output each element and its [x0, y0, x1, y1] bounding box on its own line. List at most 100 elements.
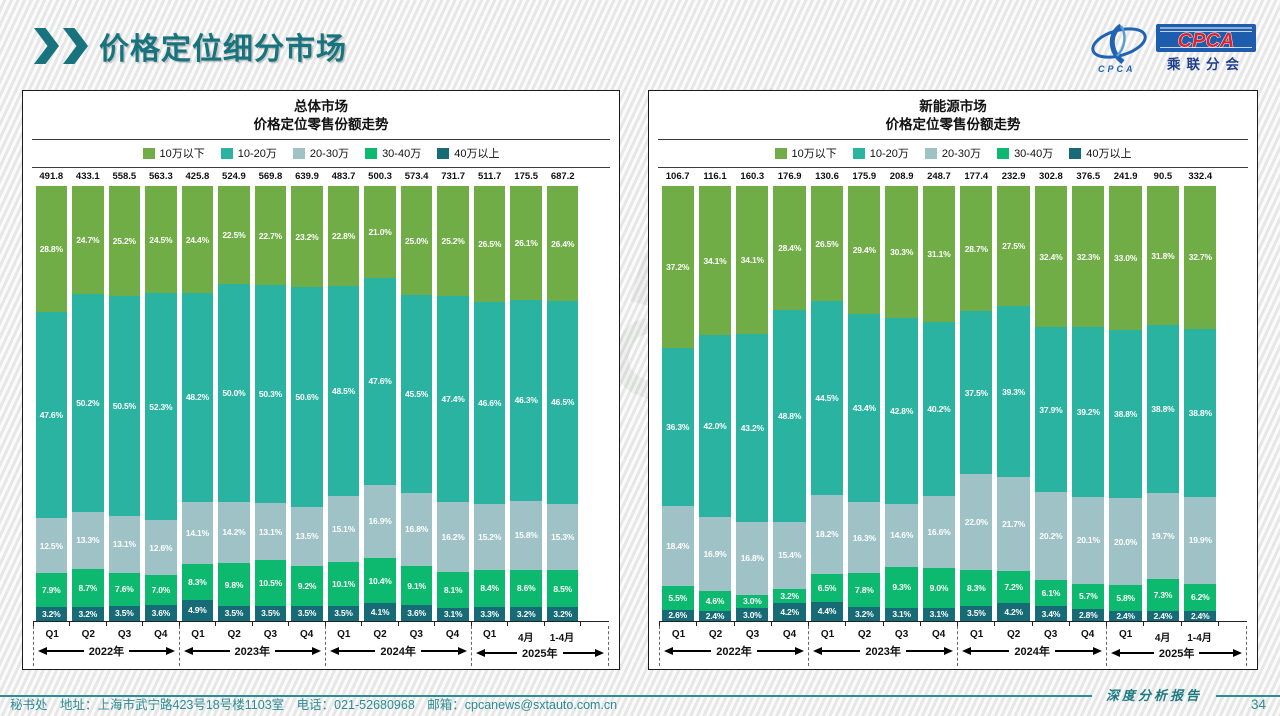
bar-segment-label: 14.1%	[185, 527, 209, 538]
stacked-bar: 25.0% 45.5% 16.8% 9.1% 3.6%	[400, 186, 433, 621]
legend-swatch-icon	[774, 147, 787, 159]
bar-segment: 26.5%	[473, 186, 506, 302]
bar-segment-label: 3.5%	[967, 608, 986, 619]
bar-segment-label: 27.5%	[1002, 241, 1026, 252]
plot-area: 491.8 28.8% 47.6% 12.5% 7.9% 3.2% 433.1 24.7% 50…	[33, 171, 609, 666]
bar-segment-label: 24.7%	[76, 235, 100, 246]
year-group: Q1 4月 1-4月 2025年	[470, 626, 608, 666]
bar-segment-label: 18.2%	[815, 529, 839, 540]
bar-segment-label: 31.8%	[1151, 250, 1175, 261]
bar-segment: 6.5%	[810, 573, 844, 602]
stacked-bar: 25.2% 50.5% 13.1% 7.6% 3.5%	[108, 186, 141, 621]
bar-segment: 2.6%	[661, 609, 694, 621]
quarter-label: Q3	[745, 629, 760, 640]
bar-segment: 16.8%	[736, 522, 769, 595]
bar-segment: 2.8%	[1072, 608, 1105, 621]
year-arrow: 2023年	[180, 640, 325, 666]
arrow-line	[1199, 652, 1234, 654]
bar-segment-label: 47.6%	[39, 410, 63, 421]
bar-segment: 34.1%	[736, 186, 769, 335]
bar-segment: 24.7%	[72, 186, 104, 294]
year-label: 2023年	[234, 646, 271, 658]
arrow-right-icon	[165, 647, 175, 655]
bar-segment-label: 2.4%	[705, 610, 725, 621]
bar-total-label: 175.9	[852, 171, 877, 183]
bar-segment-label: 26.5%	[815, 238, 839, 249]
bar-segment-label: 46.6%	[478, 397, 502, 408]
bar-segment: 32.4%	[1034, 186, 1068, 328]
bar-column: 483.7 22.8% 48.5% 15.1% 10.1% 3.5%	[325, 171, 362, 621]
year-label: 2025年	[1158, 648, 1195, 660]
arrow-right-icon	[1093, 647, 1103, 655]
bar-total-label: 563.3	[148, 171, 173, 183]
bar-segment-label: 4.6%	[705, 595, 725, 606]
bar-segment: 47.4%	[437, 295, 469, 502]
bar-total-label: 558.5	[112, 171, 137, 183]
stacked-bar: 26.1% 46.3% 15.8% 8.6% 3.2%	[510, 186, 542, 621]
axis-tick	[508, 622, 545, 626]
bar-segment-label: 28.4%	[778, 243, 802, 254]
bar-segment-label: 47.6%	[368, 376, 392, 387]
stacked-bar: 22.8% 48.5% 15.1% 10.1% 3.5%	[327, 186, 360, 621]
bar-segment: 20.1%	[1072, 496, 1105, 585]
arrow-line	[420, 650, 458, 652]
bar-segment-label: 25.2%	[112, 236, 136, 247]
stacked-bar: 28.8% 47.6% 12.5% 7.9% 3.2%	[35, 186, 68, 622]
bar-segment: 47.6%	[35, 311, 68, 519]
bar-segment-label: 3.1%	[929, 609, 949, 620]
axis-tick	[216, 622, 253, 626]
bar-segment-label: 16.9%	[368, 516, 392, 527]
bar-segment-label: 16.9%	[703, 548, 727, 559]
bar-segment-label: 5.7%	[1078, 591, 1098, 602]
bar-segment: 10.4%	[364, 558, 396, 604]
chart-panel-nev-market: 新能源市场 价格定位零售份额走势 10万以下 10-20万 20-30万 30-40万 40…	[648, 90, 1258, 670]
bar-segment-label: 9.3%	[892, 582, 911, 593]
bar-segment: 15.1%	[327, 496, 360, 562]
bar-segment: 7.2%	[997, 571, 1030, 603]
bar-segment-label: 50.3%	[258, 389, 282, 400]
bar-segment-label: 39.3%	[1002, 386, 1026, 397]
bar-segment: 3.1%	[437, 607, 469, 622]
stacked-bar: 32.4% 37.9% 20.2% 6.1% 3.4%	[1034, 186, 1068, 622]
bar-segment: 18.2%	[810, 494, 844, 574]
bar-segment-label: 6.1%	[1041, 587, 1061, 598]
arrow-left-icon	[1111, 649, 1121, 657]
quarter-labels: Q1 Q2 Q3 Q4	[809, 626, 957, 640]
bar-segment: 3.2%	[510, 607, 542, 621]
bar-segment-label: 29.4%	[852, 245, 876, 256]
year-group: Q1 Q2 Q3 Q4 2022年	[33, 626, 179, 666]
bar-total-label: 106.7	[665, 171, 690, 183]
bar-segment: 22.5%	[218, 186, 250, 285]
bar-segment: 20.2%	[1034, 491, 1068, 580]
quarter-labels: Q1 4月 1-4月	[1107, 626, 1218, 644]
bar-segment: 50.6%	[291, 287, 323, 508]
bar-segment: 42.8%	[885, 317, 918, 504]
legend-item: 40万以上	[437, 145, 499, 161]
bar-segment: 27.5%	[997, 186, 1030, 307]
bar-segment-label: 16.2%	[441, 532, 465, 543]
quarter-label: Q1	[482, 629, 497, 640]
axis-tick	[1107, 622, 1145, 626]
bar-total-label: 232.9	[1001, 171, 1026, 183]
axis-tick	[1033, 622, 1070, 626]
footer-rule: 深度分析报告	[0, 686, 1280, 705]
stacked-bar: 26.5% 46.6% 15.2% 8.4% 3.3%	[473, 186, 506, 621]
bar-segment: 34.1%	[698, 186, 732, 335]
legend-label: 10-20万	[869, 148, 909, 161]
bar-column: 248.7 31.1% 40.2% 16.6% 9.0% 3.1%	[920, 171, 957, 621]
year-arrow: 2022年	[34, 640, 179, 666]
bar-column: 639.9 23.2% 50.6% 13.5% 9.2% 3.5%	[289, 171, 326, 621]
bar-segment-label: 28.8%	[39, 244, 63, 255]
bar-column: 175.5 26.1% 46.3% 15.8% 8.6% 3.2%	[508, 171, 545, 621]
bar-segment: 21.0%	[364, 186, 396, 278]
stacked-bar: 23.2% 50.6% 13.5% 9.2% 3.5%	[291, 186, 323, 621]
bar-segment: 3.5%	[291, 605, 323, 621]
bar-segment-label: 28.7%	[964, 243, 988, 254]
bar-segment: 10.5%	[254, 560, 287, 606]
bar-segment-label: 45.5%	[405, 388, 429, 399]
bar-segment: 36.3%	[661, 348, 694, 506]
bar-segment-label: 3.0%	[743, 596, 762, 607]
legend-label: 10万以下	[791, 148, 837, 161]
axis-tick	[180, 622, 217, 626]
bar-segment: 22.7%	[254, 186, 287, 285]
